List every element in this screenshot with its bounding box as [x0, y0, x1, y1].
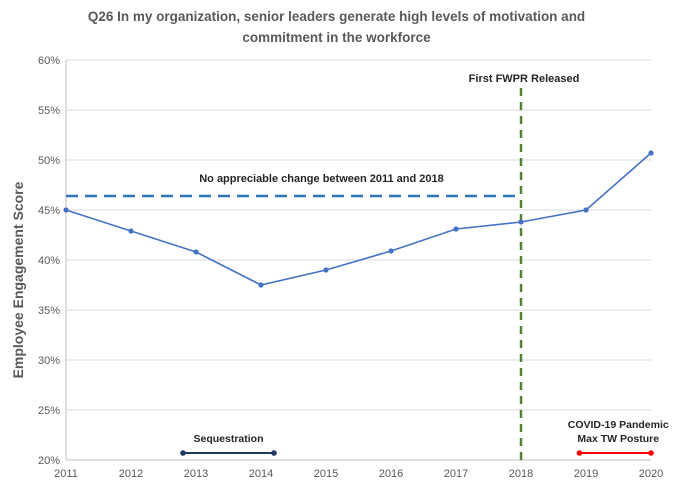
x-tick-label: 2015	[314, 468, 338, 480]
data-point	[648, 150, 654, 156]
series-layer	[63, 150, 654, 288]
data-point	[453, 226, 459, 232]
range-label: Max TW Posture	[577, 433, 659, 445]
event-line-label: First FWPR Released	[469, 73, 580, 85]
y-tick-label: 30%	[38, 355, 60, 367]
y-tick-label: 35%	[38, 305, 60, 317]
y-tick-label: 55%	[38, 105, 60, 117]
series-line	[65, 152, 652, 286]
x-tick-label: 2014	[249, 468, 273, 480]
x-tick-label: 2012	[119, 468, 143, 480]
x-tick-label: 2019	[574, 468, 598, 480]
axis-layer: 20% 25% 30% 35% 40% 45% 50% 55% 60% 2011 2012 2013 2…	[10, 55, 663, 480]
y-axis-title: Employee Engagement Score	[10, 181, 26, 378]
range-start-marker	[180, 450, 186, 456]
chart-title-line-1: Q26 In my organization, senior leaders g…	[87, 9, 586, 24]
y-tick-label: 40%	[38, 255, 60, 267]
range-label: Sequestration	[193, 433, 263, 445]
x-tick-label: 2020	[639, 468, 663, 480]
data-point	[193, 249, 199, 255]
y-tick-label: 20%	[38, 455, 60, 467]
range-label: COVID-19 Pandemic	[568, 419, 669, 431]
x-tick-label: 2016	[379, 468, 403, 480]
data-point	[583, 207, 589, 213]
y-tick-label: 45%	[38, 205, 60, 217]
data-point	[63, 207, 69, 213]
data-point	[258, 282, 264, 288]
y-tick-label: 25%	[38, 405, 60, 417]
x-tick-label: 2017	[444, 468, 468, 480]
y-tick-label: 60%	[38, 55, 60, 67]
data-point	[388, 248, 394, 254]
x-tick-label: 2013	[184, 468, 208, 480]
data-point	[128, 228, 134, 234]
range-end-marker	[271, 450, 277, 456]
y-tick-label: 50%	[38, 155, 60, 167]
reference-line-label: No appreciable change between 2011 and 2…	[199, 173, 444, 185]
data-point	[323, 267, 329, 273]
range-start-marker	[576, 450, 583, 456]
x-tick-label: 2011	[54, 468, 78, 480]
annotation-layer: No appreciable change between 2011 and 2…	[66, 73, 669, 460]
chart-title-line-2: commitment in the workforce	[242, 30, 431, 45]
data-point	[518, 219, 524, 225]
range-end-marker	[648, 450, 654, 456]
x-tick-label: 2018	[509, 468, 533, 480]
